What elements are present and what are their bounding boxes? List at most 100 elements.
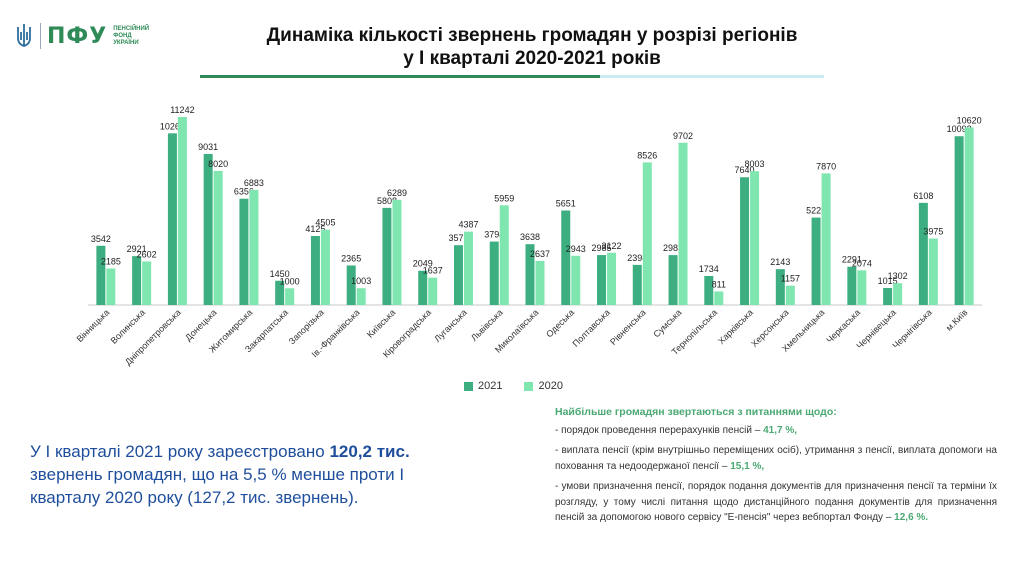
bar-2020: [750, 171, 760, 305]
data-label-2021: 3542: [91, 234, 111, 244]
bar-2020: [463, 231, 473, 305]
legend-swatch-2021: [464, 381, 473, 391]
bar-2021: [775, 269, 785, 305]
data-label-2021: 2398: [627, 253, 647, 263]
data-label-2020: 9702: [673, 131, 693, 141]
bar-2020: [535, 260, 545, 305]
data-label-2020: 2074: [852, 258, 872, 268]
category-tick-label: Донецька: [183, 307, 218, 342]
data-label-2020: 2943: [566, 244, 586, 254]
bar-2020: [499, 205, 509, 305]
bar-2020: [320, 229, 330, 305]
bar-2020: [177, 117, 187, 305]
bar-2020: [249, 189, 259, 305]
data-label-2021: 10265: [160, 121, 185, 131]
issue-item: - умови призначення пенсії, порядок пода…: [555, 479, 997, 526]
category-tick-label: Харківська: [716, 307, 755, 346]
data-label-2020: 1003: [351, 276, 371, 286]
data-label-2021: 6356: [234, 187, 254, 197]
bar-2020: [928, 238, 938, 305]
logo-name-line-3: УКРАЇНИ: [113, 39, 139, 46]
data-label-2020: 6883: [244, 178, 264, 188]
bar-2020: [142, 261, 152, 305]
category-tick-label: Одеська: [544, 307, 576, 339]
data-label-2020: 8020: [208, 159, 228, 169]
data-label-2021: 5226: [806, 206, 826, 216]
bar-2021: [883, 288, 893, 305]
bar-2021: [132, 256, 142, 305]
data-label-2021: 2983: [663, 243, 683, 253]
pfu-logo: ПФУ ПЕНСІЙНИЙ ФОНД УКРАЇНИ: [14, 18, 164, 54]
category-tick-label: Львівська: [469, 307, 505, 343]
data-label-2021: 1015: [878, 276, 898, 286]
logo-name-line-2: ФОНД: [113, 32, 132, 39]
title-line-2: у І кварталі 2020-2021 років: [403, 48, 661, 69]
data-label-2021: 7640: [735, 165, 755, 175]
data-label-2020: 2185: [101, 256, 121, 266]
data-label-2020: 4505: [315, 218, 335, 228]
issue-percent: 41,7 %,: [763, 424, 797, 436]
logo-name: ПЕНСІЙНИЙ ФОНД УКРАЇНИ: [113, 26, 149, 47]
category-tick-label: Луганська: [432, 307, 469, 344]
category-tick-label: Рівненська: [608, 307, 648, 347]
data-label-2020: 5959: [494, 193, 514, 203]
bar-2021: [847, 266, 857, 305]
bar-2021: [811, 217, 821, 305]
bar-2020: [893, 283, 903, 305]
issue-percent: 12,6 %.: [894, 512, 929, 523]
issue-item: - порядок проведення перерахунків пенсій…: [555, 423, 997, 439]
data-label-2020: 1000: [280, 276, 300, 286]
bar-2020: [857, 270, 867, 305]
category-tick-label: Київська: [365, 307, 397, 339]
data-label-2021: 2143: [770, 257, 790, 267]
bar-2020: [785, 285, 795, 305]
summary-part-1: У І кварталі 2021 року зареєстровано: [30, 442, 330, 461]
category-tick-label: Черкаська: [824, 307, 862, 345]
data-label-2020: 1637: [423, 266, 443, 276]
bar-2021: [239, 198, 249, 305]
data-label-2021: 2921: [127, 244, 147, 254]
issue-text: - виплата пенсії (крім внутрішньо перемі…: [555, 445, 997, 472]
issue-text: - умови призначення пенсії, порядок пода…: [555, 481, 997, 523]
bar-2021: [561, 210, 571, 305]
issues-heading: Найбільше громадян звертаються з питання…: [555, 406, 837, 418]
bar-2021: [167, 133, 177, 305]
data-label-2020: 1302: [888, 271, 908, 281]
bar-2021: [597, 255, 607, 305]
summary-total: 120,2 тис.: [329, 442, 410, 461]
data-label-2020: 2637: [530, 249, 550, 259]
bar-2021: [489, 241, 499, 305]
category-tick-label: Сумська: [651, 307, 683, 339]
data-label-2021: 3638: [520, 232, 540, 242]
data-label-2021: 6108: [913, 191, 933, 201]
bar-2021: [704, 276, 714, 305]
data-label-2021: 10092: [947, 124, 972, 134]
bar-2020: [964, 127, 974, 306]
bar-2021: [346, 265, 356, 305]
top-issues-block: Найбільше громадян звертаються з питання…: [555, 405, 997, 531]
data-label-2021: 2049: [413, 259, 433, 269]
title-underline-dark: [200, 75, 600, 78]
data-label-2021: 2365: [341, 253, 361, 263]
data-label-2020: 11242: [170, 105, 194, 115]
issue-item: - виплата пенсії (крім внутрішньо перемі…: [555, 443, 997, 474]
data-label-2020: 4387: [458, 220, 478, 230]
category-tick-label: Полтавська: [571, 307, 612, 348]
bar-2021: [740, 177, 750, 305]
data-label-2020: 8526: [637, 150, 657, 160]
data-label-2021: 5808: [377, 196, 397, 206]
data-label-2020: 3975: [923, 227, 943, 237]
bar-2020: [356, 288, 366, 305]
summary-text: У І кварталі 2021 року зареєстровано 120…: [30, 440, 470, 509]
bar-2020: [106, 268, 116, 305]
bar-2021: [453, 245, 463, 305]
bar-2021: [96, 245, 106, 305]
logo-abbreviation: ПФУ: [47, 23, 108, 49]
data-label-2021: 9031: [198, 142, 218, 152]
data-label-2021: 5651: [556, 198, 576, 208]
bar-2020: [285, 288, 295, 305]
logo-name-line-1: ПЕНСІЙНИЙ: [113, 25, 150, 32]
data-label-2021: 3794: [484, 230, 504, 240]
data-label-2020: 7870: [816, 161, 836, 171]
